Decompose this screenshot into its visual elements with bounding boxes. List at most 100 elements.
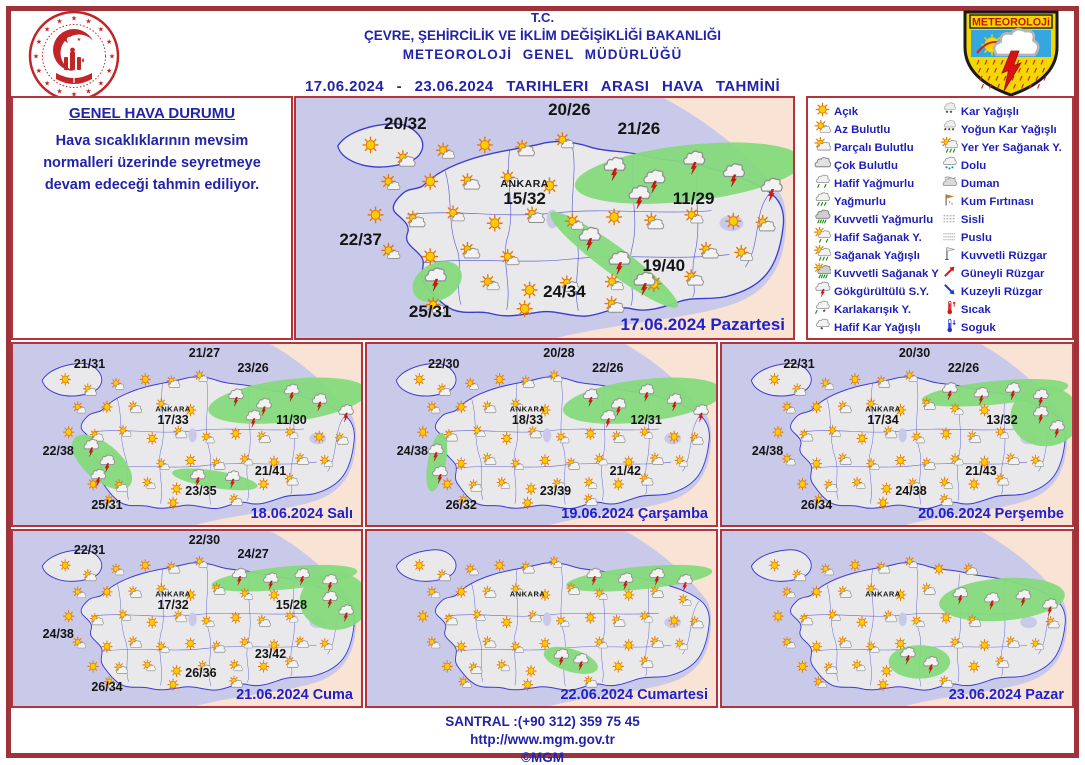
weather-icon-sun-small-cloud (949, 636, 964, 649)
map-date-label: 22.06.2024 Cumartesi (560, 687, 708, 703)
weather-icon-storm (322, 573, 338, 592)
weather-icon-sun (968, 477, 980, 491)
weather-icon-storm (942, 382, 958, 401)
weather-icon-storm (1033, 388, 1049, 407)
weather-icon-sun (63, 425, 75, 439)
temperature-label-s: 26/36 (185, 665, 217, 680)
weather-icon-sun-cloud (921, 397, 936, 410)
sun-rain-2-icon (940, 136, 959, 159)
sun-rain-3-icon (813, 262, 832, 285)
temperature-label-nw: 22/31 (783, 356, 815, 371)
page-header: T.C. ÇEVRE, ŞEHİRCİLİK VE İKLİM DEĞİŞİKL… (150, 10, 935, 95)
weather-icon-sun (417, 610, 429, 623)
weather-icon-storm (224, 470, 241, 489)
ministry-seal-logo: ★ ★ ★ ★ ★ ★ ★ ★ ★ ★ ★ ★ ★ ★ ★ ★ ★ (24, 8, 124, 103)
weather-icon-storm (573, 653, 589, 671)
header-tc: T.C. (530, 10, 555, 25)
weather-icon-sun-cloud (82, 568, 97, 582)
weather-icon-sun-small-cloud (510, 398, 525, 411)
weather-icon-sun (668, 614, 680, 627)
weather-icon-sun (230, 611, 242, 624)
weather-icon-sun-cloud (173, 610, 188, 623)
sand-icon (941, 191, 958, 213)
weather-icon-sun (455, 400, 467, 414)
weather-icon-sun-cloud (792, 383, 807, 396)
weather-icon-storm (952, 586, 969, 605)
weather-icon-sun (455, 640, 467, 653)
weather-icon-sun-cloud (468, 661, 483, 674)
weather-icon-sun-small-cloud (813, 676, 828, 688)
legend-label: Açık (834, 105, 859, 118)
weather-icon-sun-cloud (211, 640, 226, 653)
weather-icon-sun-small-cloud (426, 636, 441, 649)
weather-icon-sun (940, 427, 952, 441)
weather-icon-sun-cloud (639, 472, 654, 486)
weather-icon-sun-small-cloud (851, 476, 866, 489)
weather-icon-sun-small-cloud (781, 636, 796, 649)
temperature-label-sw: 26/34 (800, 498, 833, 513)
weather-icon-sun-small-cloud (72, 636, 87, 649)
weather-icon-sun (539, 637, 551, 650)
weather-icon-sun-small-cloud (851, 659, 866, 672)
weather-icon-sun-cloud (128, 635, 143, 649)
sun-cloud-icon (814, 136, 832, 159)
weather-icon-sun-cloud (166, 375, 181, 388)
weather-icon-sun-cloud (684, 269, 704, 286)
weather-icon-sun-small-cloud (1030, 454, 1045, 467)
weather-icon-sun (894, 454, 907, 467)
weather-icon-sun (516, 300, 533, 318)
rain-region (888, 645, 951, 679)
weather-icon-sun-cloud (482, 400, 497, 414)
temperature-label-center: 15/32 (503, 188, 546, 208)
weather-icon-sun-cloud (520, 561, 535, 574)
weather-icon-storm (256, 397, 272, 416)
weather-icon-storm (603, 156, 626, 181)
weather-icon-storm (263, 572, 279, 590)
weather-icon-sun-small-cloud (480, 274, 500, 291)
weather-icon-sun (525, 482, 537, 496)
weather-icon-sun (139, 373, 151, 386)
svg-text:METEOROLOJi: METEOROLOJi (972, 17, 1050, 29)
weather-icon-sun (606, 208, 623, 226)
legend-item: Dolu (941, 156, 1070, 174)
legend-item: * Hafif Kar Yağışlı (814, 319, 939, 337)
weather-icon-storm (90, 468, 107, 487)
weather-icon-storm (582, 388, 599, 407)
legend-item: Güneyli Rüzgar (941, 266, 1070, 283)
map-date-label: 17.06.2024 Pazartesi (620, 315, 785, 334)
weather-icon-sun-small-cloud (426, 401, 441, 414)
legend-item: Soguk (941, 319, 1070, 337)
weather-icon-sun-cloud (89, 613, 104, 626)
weather-icon-sun (367, 206, 384, 224)
weather-icon-sun-cloud (256, 430, 271, 444)
weather-icon-storm (228, 388, 244, 407)
weather-icon-sun-small-cloud (445, 205, 466, 222)
temperature-label-nw: 20/32 (384, 114, 427, 134)
legend-item: * * * Yoğun Kar Yağışlı (941, 119, 1070, 138)
weather-icon-storm (633, 271, 656, 296)
weather-icon-sun-cloud (256, 614, 271, 627)
weather-icon-sun-small-cloud (820, 563, 835, 576)
weather-icon-sun-small-cloud (458, 676, 472, 688)
weather-icon-sun (257, 477, 270, 491)
weather-icon-sun (894, 588, 907, 602)
weather-icon-storm (683, 150, 706, 175)
weather-icon-sun-cloud (939, 675, 954, 688)
rain-region (208, 377, 361, 424)
temperature-label-ne: 24/27 (237, 546, 269, 561)
temperature-label-se: 21/43 (965, 463, 997, 478)
temperature-label-se: 23/42 (254, 646, 287, 661)
weather-icon-sun (940, 611, 952, 624)
map-sunday: ANKARA 23.06.2024 Pazar (720, 529, 1074, 708)
svg-text:*: * (820, 327, 823, 334)
weather-icon-storm (643, 169, 666, 194)
weather-icon-sun (500, 432, 513, 445)
weather-icon-sun (493, 559, 506, 572)
weather-icon-sun-small-cloud (426, 586, 441, 599)
temperature-label-s: 24/38 (895, 483, 927, 498)
legend-label: Hafif Yağmurlu (834, 177, 915, 190)
weather-icon-sun-cloud (649, 635, 664, 649)
outlook-title: GENEL HAVA DURUMU (68, 105, 236, 122)
weather-icon-sun-small-cloud (865, 583, 880, 596)
